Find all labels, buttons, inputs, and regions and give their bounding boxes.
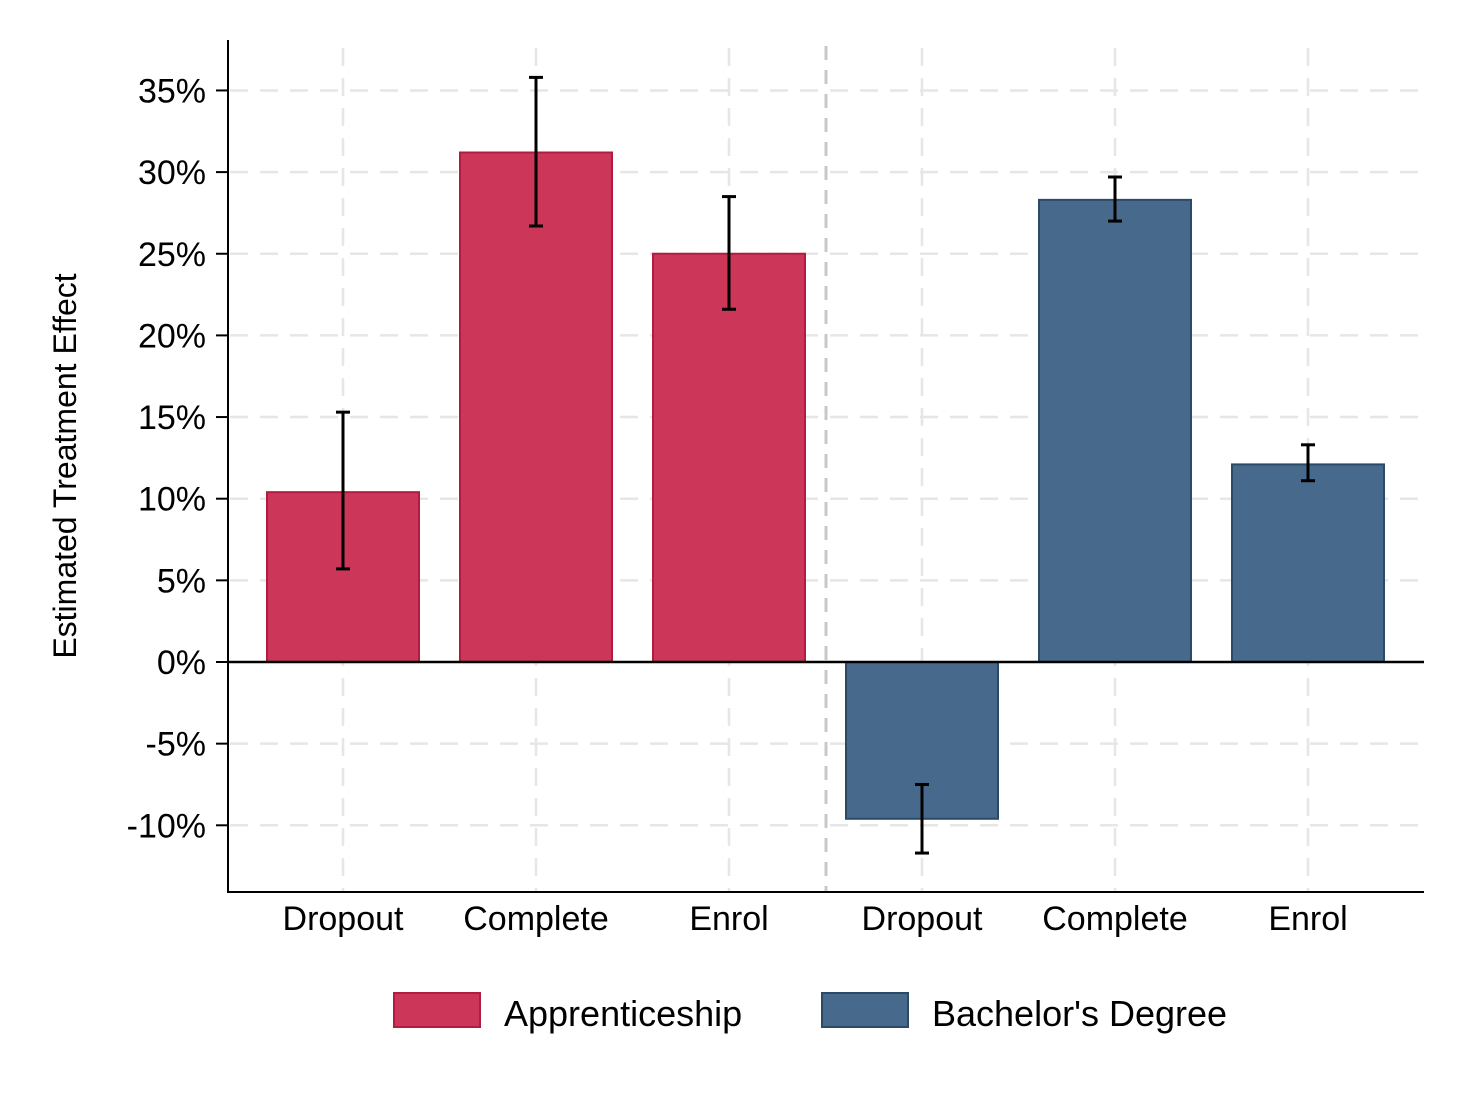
y-tick-label: 10% — [138, 481, 206, 519]
legend-swatch-bachelors-degree — [821, 992, 909, 1028]
x-tick-label: Enrol — [689, 900, 768, 938]
legend: Apprenticeship Bachelor's Degree — [393, 992, 1227, 1034]
y-tick-label: 30% — [138, 154, 206, 192]
x-tick-label: Dropout — [283, 900, 405, 938]
bar-complete — [1038, 198, 1192, 663]
y-tick-label: 0% — [157, 644, 206, 682]
axes — [216, 40, 1424, 893]
y-tick-label: 5% — [157, 562, 206, 600]
y-tick-label: 15% — [138, 399, 206, 437]
x-tick-label: Complete — [1042, 900, 1188, 938]
bar-enrol — [1231, 463, 1385, 664]
error-bars — [336, 75, 1315, 855]
y-tick-label: 25% — [138, 236, 206, 274]
bar-enrol — [652, 252, 806, 663]
x-tick-label: Complete — [463, 900, 609, 938]
y-tick-label: 35% — [138, 72, 206, 110]
bars — [266, 151, 1385, 820]
y-axis-title: Estimated Treatment Effect — [47, 273, 83, 658]
legend-label: Bachelor's Degree — [932, 993, 1227, 1034]
bar-complete — [459, 151, 613, 663]
y-tick-label: 20% — [138, 317, 206, 355]
y-tick-label: -10% — [127, 807, 206, 845]
legend-swatch-apprenticeship — [393, 992, 481, 1028]
x-tick-label: Enrol — [1268, 900, 1347, 938]
x-tick-labels: Dropout Complete Enrol Dropout Complete Enrol — [283, 900, 1348, 938]
legend-label: Apprenticeship — [504, 993, 742, 1034]
y-tick-labels: -10% -5% 0% 5% 10% 15% 20% 25% 30% 35% — [127, 72, 206, 845]
y-tick-label: -5% — [146, 726, 206, 764]
x-tick-label: Dropout — [862, 900, 984, 938]
